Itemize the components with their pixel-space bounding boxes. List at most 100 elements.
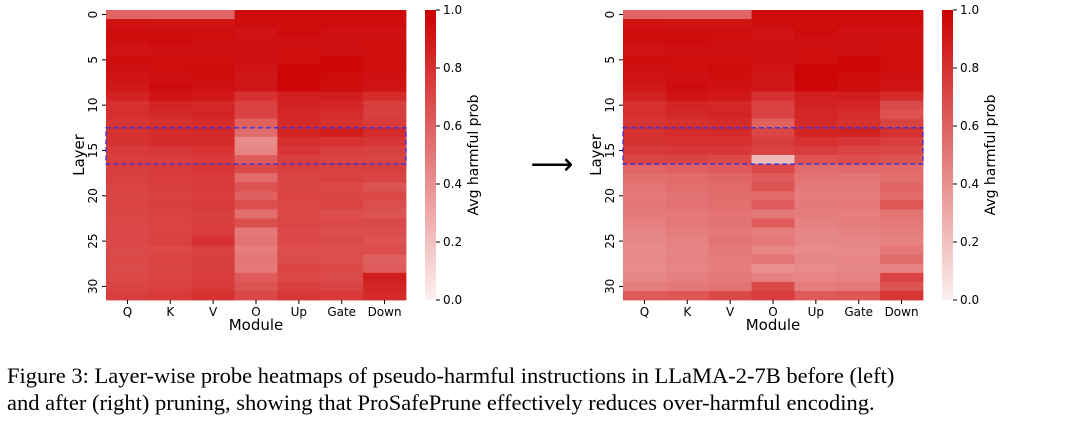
heatmap-cell [191,55,235,65]
heatmap-cell [794,28,838,38]
heatmap-cell [191,46,235,56]
heatmap-cell [837,245,881,256]
heatmap-cell [234,46,278,56]
heatmap-cell [880,218,924,228]
heatmap-cell [751,155,795,165]
heatmap-cell [837,200,881,210]
heatmap-cell [665,109,710,120]
heatmap-cell [234,173,278,183]
heatmap-cell [665,155,710,165]
heatmap-cell [837,46,881,56]
colorbar-tick-label: 0.0 [960,293,979,307]
heatmap-cell [277,218,321,228]
heatmap-cell [794,182,838,192]
heatmap-cell [320,191,364,201]
heatmap-cell [794,200,838,210]
caption-line-1: Figure 3: Layer-wise probe heatmaps of p… [7,363,895,388]
y-tick-label: 25 [86,233,100,248]
heatmap-cell [191,136,235,147]
heatmap-cell [623,136,667,147]
heatmap-cell [234,127,278,138]
colorbar-label: Avg harmful prob [466,94,482,215]
x-tick-label: Up [808,305,824,319]
figure: 0 5 10 15 20 25 30 Q K V O Up Gate Down Module Layer… [70,3,999,334]
heatmap-cell [837,236,881,247]
heatmap-cell [623,100,667,111]
heatmap-cell [320,245,364,256]
heatmap-cell [106,272,150,283]
x-tick-label: Q [640,305,649,319]
heatmap-cell [837,290,881,301]
heatmap-cell [751,209,795,219]
heatmap-cell [751,100,795,111]
heatmap-cell [665,272,710,283]
heatmap-cell [708,64,752,74]
heatmap-cell [708,19,752,29]
heatmap-cell [106,191,150,201]
heatmap-cell [277,191,321,201]
x-tick-label: Up [291,305,307,319]
heatmap-cell [880,136,924,147]
heatmap-cell [837,100,881,111]
heatmap-cell [623,46,667,56]
heatmap-cell [708,109,752,120]
heatmap-cell [363,91,407,102]
y-tick-label: 15 [603,143,617,158]
heatmap-cell [148,263,193,274]
heatmap-cell [191,263,235,274]
heatmap-cell [277,73,321,83]
heatmap-cell [363,37,407,47]
heatmap-cell [363,109,407,120]
heatmap-cell [320,272,364,283]
heatmap-cell [837,37,881,47]
heatmap-cell [665,100,710,111]
heatmap-cell [837,19,881,29]
heatmap-cell [880,82,924,92]
x-tick-label: K [166,305,175,319]
heatmap-cell [191,118,235,129]
heatmap-cell [277,263,321,274]
heatmap-cell [148,28,193,38]
heatmap-cell [880,272,924,283]
heatmap-cell [320,254,364,265]
heatmap-cell [277,109,321,120]
x-tick-label: Q [123,305,132,319]
heatmap-cell [234,155,278,165]
colorbar-tick-label: 0.4 [960,177,979,191]
heatmap-cell [234,145,278,156]
heatmap-cell [751,118,795,129]
heatmap-cell [320,64,364,74]
heatmap-cell [623,55,667,65]
heatmap-cell [751,91,795,102]
heatmap-cell [106,100,150,111]
colorbar-tick-label: 0.2 [443,235,462,249]
heatmap-cell [665,191,710,201]
heatmap-cell [751,191,795,201]
heatmap-cell [320,209,364,219]
heatmap-cell [363,127,407,138]
heatmap-cell [794,118,838,129]
heatmap-cell [191,145,235,156]
heatmap-cell [277,19,321,29]
heatmap-cell [837,127,881,138]
heatmap-cell [363,236,407,247]
heatmap-cell [277,245,321,256]
heatmap-cell [148,145,193,156]
heatmap-cell [191,290,235,301]
heatmap-cell [148,164,193,174]
heatmap-cell [837,28,881,38]
heatmap-cell [751,145,795,156]
heatmap-cell [794,272,838,283]
heatmap-cell [277,136,321,147]
heatmap-cell [106,218,150,228]
heatmap-cell [837,145,881,156]
heatmap-cell [363,272,407,283]
heatmap-cell [794,64,838,74]
heatmap-cell [708,272,752,283]
heatmap-cell [320,10,364,20]
heatmap-cell [363,64,407,74]
heatmap-cell [320,290,364,301]
heatmap-cell [794,37,838,47]
heatmap-cell [665,55,710,65]
heatmap-cell [234,281,278,292]
